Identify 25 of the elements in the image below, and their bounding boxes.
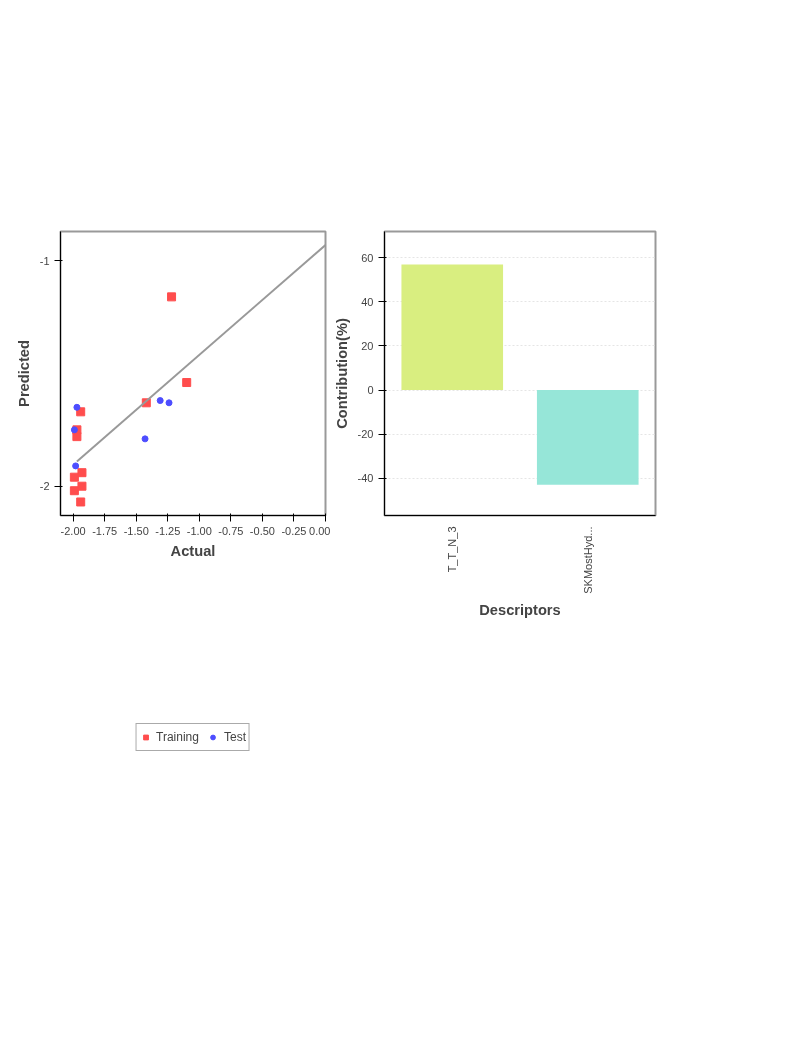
legend-label: Training [156, 730, 199, 744]
x-tick-label: T_T_N_3 [446, 526, 459, 573]
y-tick-label: -1 [39, 254, 50, 267]
x-tick-label: -1.75 [92, 524, 118, 537]
y-axis-title: Predicted [15, 340, 32, 407]
legend-label: Test [223, 730, 246, 744]
x-tick-label: -1.00 [186, 524, 212, 537]
y-tick-label: -20 [357, 428, 374, 441]
y-tick-label: 40 [361, 295, 374, 308]
y-tick-label: -2 [39, 480, 50, 493]
y-tick-label: 20 [361, 339, 374, 352]
x-tick-label: 0.00 [309, 524, 331, 537]
x-tick-label: -0.25 [281, 524, 307, 537]
y-tick-label: -40 [357, 472, 374, 485]
x-tick-label: -0.75 [218, 524, 244, 537]
y-axis-title: Contribution(%) [333, 318, 350, 429]
x-axis-title: Actual [170, 542, 216, 559]
x-tick-label: -2.00 [60, 524, 86, 537]
x-tick-label: -1.50 [123, 524, 149, 537]
y-tick-label: 60 [361, 251, 374, 264]
x-tick-label: -0.50 [249, 524, 275, 537]
x-tick-label: SKMostHyd... [581, 526, 594, 594]
x-tick-label: -1.25 [155, 524, 181, 537]
y-tick-label: 0 [367, 384, 374, 397]
x-axis-title: Descriptors [479, 601, 561, 618]
